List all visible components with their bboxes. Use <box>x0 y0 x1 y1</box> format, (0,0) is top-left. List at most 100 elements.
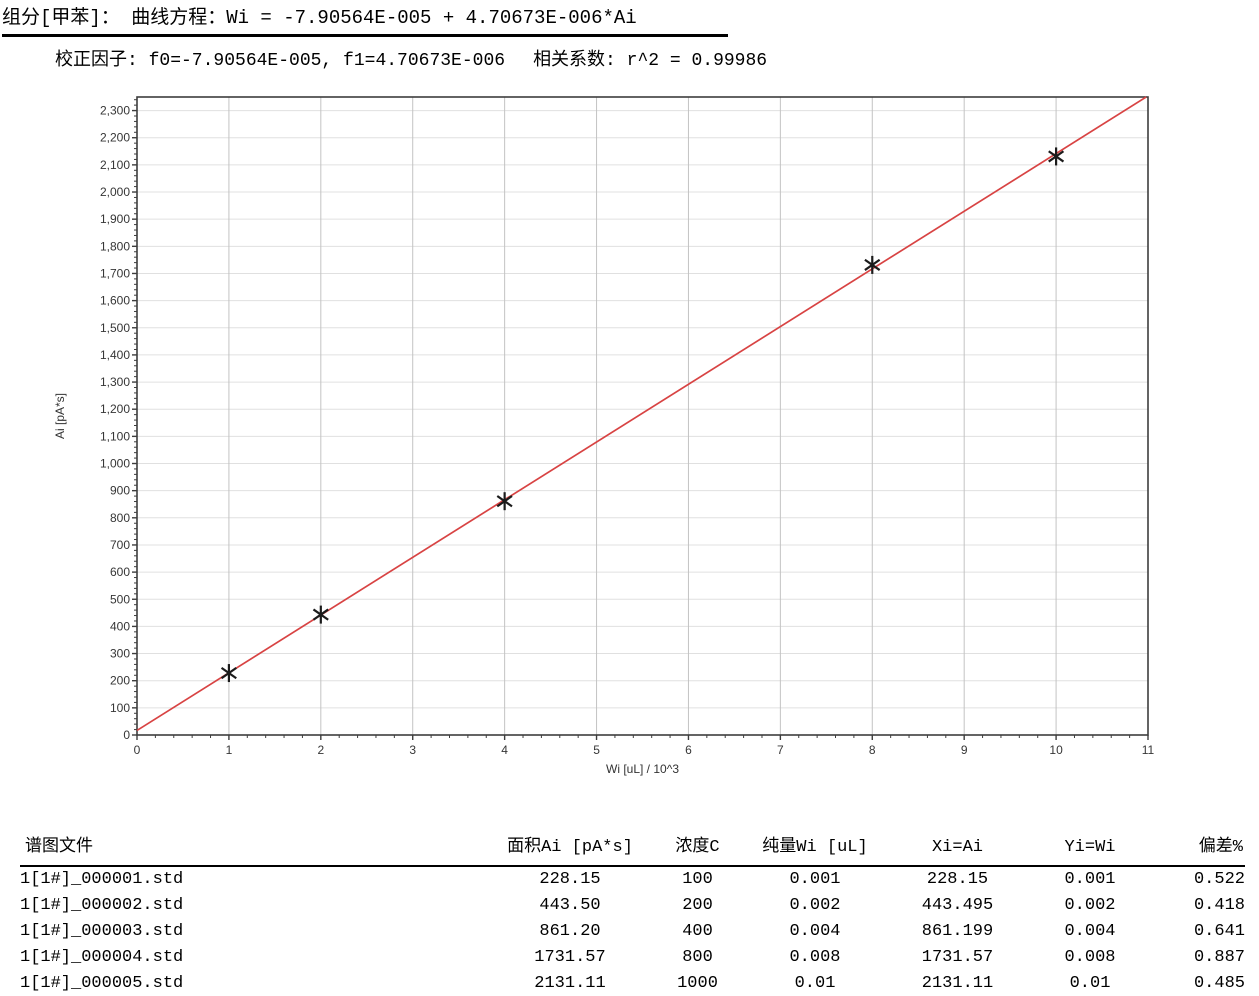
y-tick-label: 1,900 <box>100 212 130 226</box>
x-axis: 0 1 2 3 4 5 6 7 8 9 10 11 <box>134 735 1155 757</box>
value-cell: 861.20 <box>539 922 601 941</box>
value-cell: 400 <box>682 922 713 941</box>
y-tick-label: 1,300 <box>100 375 130 389</box>
y-axis-title: Ai [pA*s] <box>53 393 67 439</box>
value-cell: 443.495 <box>921 896 994 915</box>
value-cell: 0.002 <box>1064 896 1116 915</box>
value-cell: 0.01 <box>794 974 836 993</box>
value-cell: 0.004 <box>1064 922 1116 941</box>
plot-border <box>136 96 1149 736</box>
value-cell: 1000 <box>677 974 718 993</box>
value-cell: 0.522 <box>1193 870 1245 889</box>
x-tick-label: 1 <box>226 743 233 757</box>
calibration-curve-chart: 0 1 2 3 4 5 6 7 8 9 10 11 0 100 200 300 400 500 600 700 800 9… <box>53 96 1155 776</box>
y-tick-label: 400 <box>110 619 130 633</box>
value-cell: 800 <box>682 948 713 967</box>
y-tick-label: 700 <box>110 538 130 552</box>
y-tick-label: 800 <box>110 511 130 525</box>
y-tick-label: 1,100 <box>100 429 130 443</box>
value-cell: 1731.57 <box>921 948 994 967</box>
value-cell: 100 <box>682 870 713 889</box>
value-cell: 0.008 <box>1064 948 1116 967</box>
x-tick-label: 9 <box>961 743 968 757</box>
value-cell: 0.004 <box>789 922 841 941</box>
y-tick-label: 100 <box>110 701 130 715</box>
data-point-marker <box>496 492 513 511</box>
table-header-row: 谱图文件 面积Ai [pA*s] 浓度C 纯量Wi [uL] Xi=Ai Yi=… <box>20 818 1245 867</box>
table-row: 1[1#]_000001.std 228.15 100 0.001 228.15 0.00… <box>20 866 1245 893</box>
value-cell: 0.001 <box>789 870 841 889</box>
y-tick-label: 1,000 <box>100 457 130 471</box>
component-equation-line: 组分[甲苯]： 曲线方程：Wi = -7.90564E-005 + 4.7067… <box>2 6 728 37</box>
correction-factors-text: 校正因子: f0=-7.90564E-005, f1=4.70673E-006 <box>55 51 506 71</box>
column-header-spectrum-file: 谱图文件 <box>20 818 485 867</box>
value-cell: 0.485 <box>1193 974 1245 993</box>
data-point-marker <box>312 605 329 624</box>
y-tick-label: 1,200 <box>100 402 130 416</box>
value-cell: 861.199 <box>921 922 994 941</box>
y-tick-label: 2,300 <box>100 104 130 118</box>
value-cell: 200 <box>682 896 713 915</box>
horizontal-gridlines <box>137 110 1148 709</box>
y-tick-label: 2,200 <box>100 131 130 145</box>
x-tick-label: 7 <box>777 743 784 757</box>
table-row: 1[1#]_000005.std 2131.11 1000 0.01 2131.11 0.… <box>20 971 1245 996</box>
data-point-marker <box>220 664 237 683</box>
y-axis: 0 100 200 300 400 500 600 700 800 900 1,000 1,100 1,… <box>100 99 137 742</box>
y-tick-label: 500 <box>110 592 130 606</box>
y-tick-label: 200 <box>110 674 130 688</box>
column-header-pure-amount: 纯量Wi [uL] <box>740 818 890 867</box>
x-tick-label: 3 <box>409 743 416 757</box>
value-cell: 0.01 <box>1069 974 1111 993</box>
x-tick-label: 5 <box>593 743 600 757</box>
correction-factor-line: 校正因子: f0=-7.90564E-005, f1=4.70673E-006 相… <box>55 45 767 71</box>
column-header-concentration: 浓度C <box>655 818 740 867</box>
value-cell: 0.002 <box>789 896 841 915</box>
value-cell: 1731.57 <box>534 948 606 967</box>
column-header-yi: Yi=Wi <box>1025 818 1155 867</box>
spectrum-file-cell: 1[1#]_000002.std <box>20 896 184 915</box>
x-tick-label: 4 <box>501 743 508 757</box>
column-header-area: 面积Ai [pA*s] <box>485 818 655 867</box>
y-tick-label: 1,700 <box>100 266 130 280</box>
table-row: 1[1#]_000003.std 861.20 400 0.004 861.199 0.0… <box>20 919 1245 945</box>
y-tick-label: 1,600 <box>100 294 130 308</box>
column-header-xi: Xi=Ai <box>890 818 1025 867</box>
spectrum-file-cell: 1[1#]_000001.std <box>20 870 184 889</box>
data-point-marker <box>864 255 881 274</box>
correlation-coefficient-text: 相关系数: r^2 = 0.99986 <box>533 51 768 71</box>
value-cell: 228.15 <box>926 870 989 889</box>
x-tick-label: 11 <box>1142 743 1155 757</box>
value-cell: 2131.11 <box>534 974 606 993</box>
y-tick-label: 2,100 <box>100 158 130 172</box>
value-cell: 0.001 <box>1064 870 1116 889</box>
x-tick-label: 10 <box>1049 743 1063 757</box>
y-tick-label: 300 <box>110 647 130 661</box>
x-axis-title: Wi [uL] / 10^3 <box>606 762 679 776</box>
value-cell: 228.15 <box>539 870 601 889</box>
x-tick-label: 8 <box>869 743 876 757</box>
y-tick-label: 1,800 <box>100 239 130 253</box>
y-tick-label: 2,000 <box>100 185 130 199</box>
vertical-gridlines <box>228 97 1057 735</box>
x-tick-label: 2 <box>317 743 324 757</box>
spectrum-file-cell: 1[1#]_000004.std <box>20 948 184 967</box>
value-cell: 0.641 <box>1193 922 1245 941</box>
table-row: 1[1#]_000002.std 443.50 200 0.002 443.495 0.0… <box>20 893 1245 919</box>
y-tick-label: 1,500 <box>100 321 130 335</box>
spectrum-file-cell: 1[1#]_000005.std <box>20 974 184 993</box>
data-point-marker <box>1048 147 1065 166</box>
x-tick-label: 0 <box>134 743 141 757</box>
value-cell: 0.418 <box>1193 896 1245 915</box>
data-points <box>220 147 1065 683</box>
fit-line <box>136 96 1147 732</box>
value-cell: 0.008 <box>789 948 841 967</box>
y-tick-label: 600 <box>110 565 130 579</box>
column-header-deviation: 偏差% <box>1155 818 1245 867</box>
equation-text: 组分[甲苯]： 曲线方程：Wi = -7.90564E-005 + 4.7067… <box>2 7 637 29</box>
x-tick-label: 6 <box>685 743 692 757</box>
value-cell: 0.887 <box>1193 948 1245 967</box>
table-row: 1[1#]_000004.std 1731.57 800 0.008 1731.57 0.… <box>20 945 1245 971</box>
spectrum-file-cell: 1[1#]_000003.std <box>20 922 184 941</box>
